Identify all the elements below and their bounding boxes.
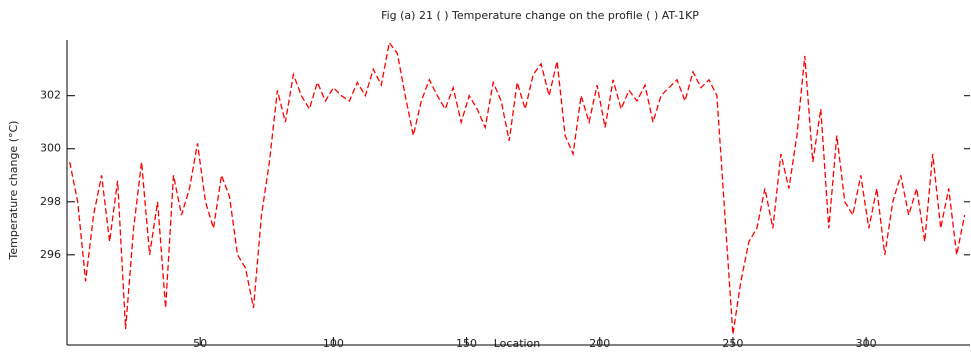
x-tick-label: 300 [856,337,877,350]
x-tick-label: 250 [722,337,743,350]
y-tick-label: 296 [40,248,61,261]
x-tick-label: 200 [589,337,610,350]
y-axis-label: Temperature change (°C) [7,121,20,261]
y-tick-label: 300 [40,142,61,155]
x-axis-label: Location [494,337,541,350]
x-tick-label: 100 [323,337,344,350]
y-tick-label: 302 [40,89,61,102]
y-tick-label: 298 [40,195,61,208]
data-line [69,41,966,335]
chart-title: Fig (a) 21 ( ) Temperature change on the… [381,9,699,22]
x-tick-label: 150 [456,337,477,350]
x-tick-label: 50 [193,337,207,350]
